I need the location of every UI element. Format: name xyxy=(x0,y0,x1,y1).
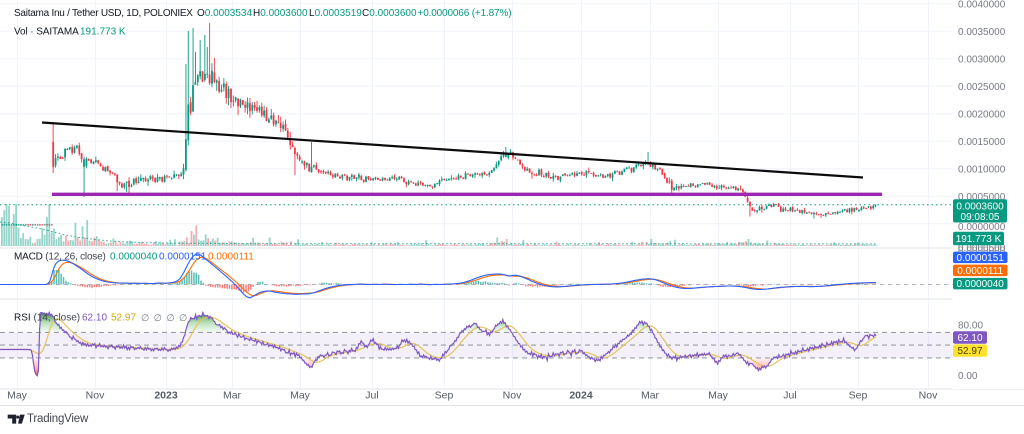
svg-text:62.10: 62.10 xyxy=(82,313,107,324)
svg-text:0.0003600: 0.0003600 xyxy=(956,202,1004,213)
svg-text:Nov: Nov xyxy=(503,390,522,402)
svg-text:Jul: Jul xyxy=(783,390,796,402)
svg-text:0.0030000: 0.0030000 xyxy=(958,54,1006,65)
svg-text:May: May xyxy=(708,390,729,402)
svg-text:0.0000151: 0.0000151 xyxy=(159,252,207,263)
svg-text:191.773 K: 191.773 K xyxy=(80,27,126,38)
svg-text:Mar: Mar xyxy=(641,390,660,402)
svg-text:Nov: Nov xyxy=(86,390,105,402)
svg-text:Saitama Inu / Tether USD, 1D,: Saitama Inu / Tether USD, 1D, POLONIEX xyxy=(14,8,193,19)
svg-text:0.0015000: 0.0015000 xyxy=(958,137,1006,148)
svg-text:C0.0003600: C0.0003600 xyxy=(362,8,417,19)
svg-text:62.10: 62.10 xyxy=(957,333,982,344)
svg-text:0.0000040: 0.0000040 xyxy=(110,252,158,263)
svg-text:MACD (12, 26, close): MACD (12, 26, close) xyxy=(14,252,106,263)
svg-text:80.00: 80.00 xyxy=(958,321,983,332)
svg-text:0.0000151: 0.0000151 xyxy=(957,253,1005,264)
svg-text:2024: 2024 xyxy=(569,390,593,402)
svg-text:0.0000040: 0.0000040 xyxy=(957,279,1005,290)
svg-text:0.0000000: 0.0000000 xyxy=(958,222,1006,233)
svg-text:0.00: 0.00 xyxy=(958,371,978,382)
svg-text:0.0005000: 0.0005000 xyxy=(958,192,1006,203)
svg-text:09:08:05: 09:08:05 xyxy=(961,212,1000,223)
svg-text:Nov: Nov xyxy=(919,390,938,402)
svg-text:0.0000111: 0.0000111 xyxy=(957,266,1003,277)
svg-text:Jul: Jul xyxy=(365,390,378,402)
svg-text:RSI (14, close): RSI (14, close) xyxy=(14,313,80,324)
svg-text:TradingView: TradingView xyxy=(27,413,89,425)
svg-text:∅∅∅∅: ∅∅∅∅ xyxy=(141,313,192,324)
svg-text:Vol · SAITAMA: Vol · SAITAMA xyxy=(14,27,79,38)
svg-text:H0.0003600: H0.0003600 xyxy=(253,8,308,19)
svg-text:0.0035000: 0.0035000 xyxy=(958,27,1006,38)
svg-text:0.0000000: 0.0000000 xyxy=(958,246,1006,257)
svg-text:May: May xyxy=(290,390,311,402)
svg-text:0.0010000: 0.0010000 xyxy=(958,164,1006,175)
svg-text:May: May xyxy=(7,390,28,402)
svg-text:Mar: Mar xyxy=(223,390,242,402)
svg-text:0.0040000: 0.0040000 xyxy=(958,0,1006,10)
svg-text:+0.0000066 (+1.87%): +0.0000066 (+1.87%) xyxy=(418,8,512,19)
svg-text:2023: 2023 xyxy=(154,390,178,402)
svg-text:191.773 K: 191.773 K xyxy=(956,234,1002,245)
svg-text:0.0000500: 0.0000500 xyxy=(958,243,1006,254)
svg-text:0.0000111: 0.0000111 xyxy=(208,252,254,263)
svg-text:0.0025000: 0.0025000 xyxy=(958,82,1006,93)
svg-text:L0.0003519: L0.0003519 xyxy=(309,8,362,19)
svg-text:O0.0003534: O0.0003534 xyxy=(197,8,252,19)
svg-text:52.97: 52.97 xyxy=(957,346,982,357)
svg-text:Sep: Sep xyxy=(849,390,868,402)
svg-text:52.97: 52.97 xyxy=(111,313,136,324)
svg-text:0.0020000: 0.0020000 xyxy=(958,109,1006,120)
svg-text:Sep: Sep xyxy=(435,390,454,402)
